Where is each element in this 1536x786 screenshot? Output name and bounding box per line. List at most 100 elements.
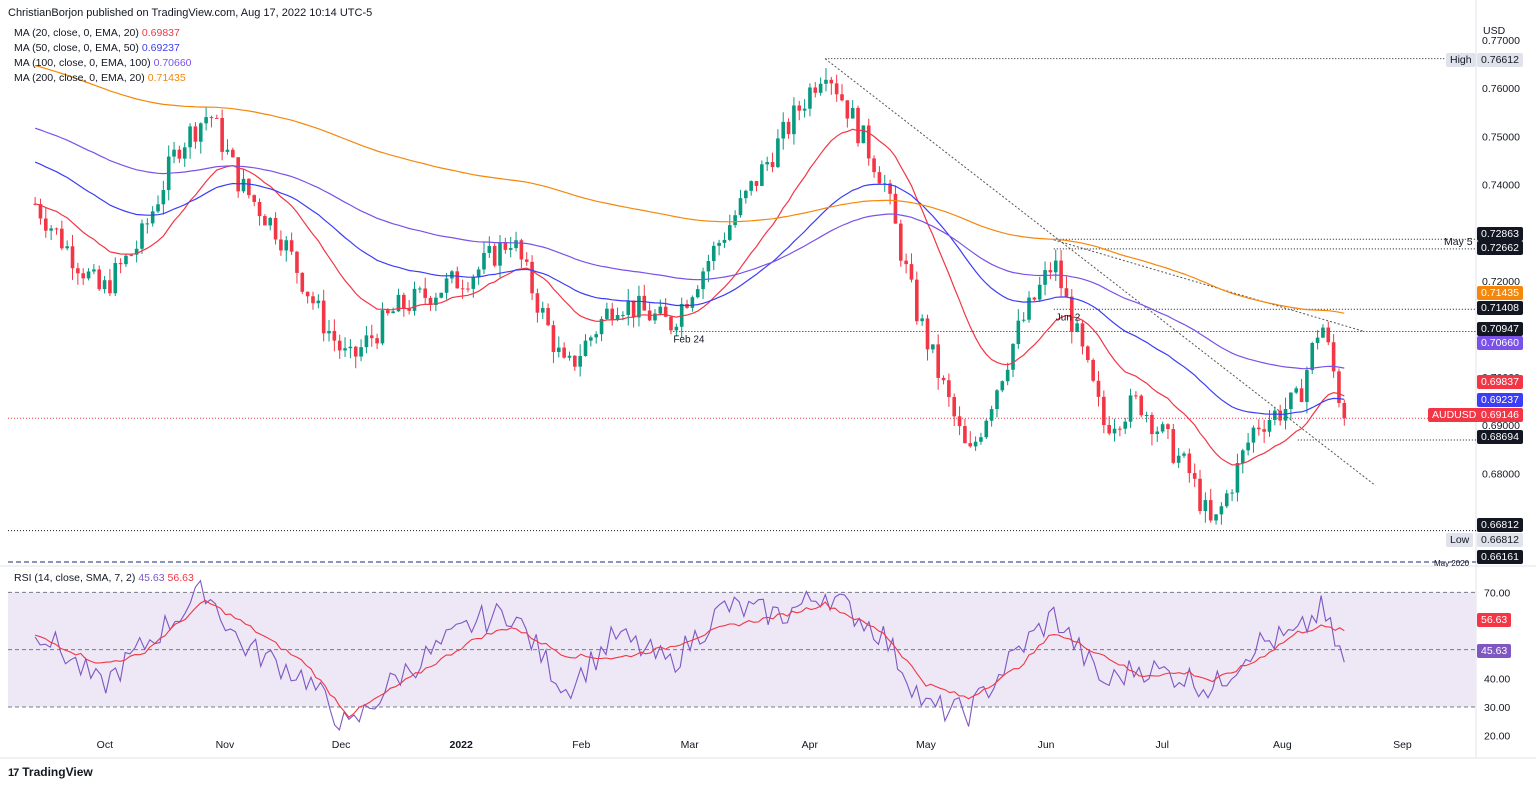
candle-body — [1166, 424, 1170, 430]
candle-body — [332, 330, 337, 341]
candle-body — [1326, 327, 1331, 343]
time-tick-0: Oct — [97, 739, 113, 751]
candle-body — [118, 263, 123, 265]
candle-body — [482, 252, 486, 270]
candle-body — [102, 280, 107, 290]
candle-body — [140, 223, 144, 249]
candle-body — [289, 240, 294, 252]
candle-body — [535, 293, 540, 313]
candle-body — [637, 295, 641, 318]
candle-body — [375, 338, 379, 344]
candle-body — [343, 348, 347, 351]
candle-body — [979, 437, 983, 442]
candle-body — [813, 87, 818, 93]
candle-body — [1160, 424, 1165, 432]
candle-body — [134, 248, 139, 255]
candle-body — [824, 79, 828, 84]
candle-body — [760, 164, 764, 186]
candle-body — [444, 278, 449, 293]
time-tick-8: Jun — [1038, 739, 1055, 751]
time-tick-4: Feb — [572, 739, 590, 751]
time-tick-5: Mar — [681, 739, 700, 751]
candle-body — [701, 271, 705, 290]
candle-body — [327, 330, 331, 334]
candle-body — [1075, 323, 1079, 332]
candle-body — [439, 292, 444, 298]
candle-body — [872, 158, 876, 173]
candle-body — [578, 356, 582, 367]
time-tick-11: Sep — [1393, 739, 1412, 751]
price-tick-10: 0.77000 — [1482, 35, 1520, 47]
candle-body — [877, 172, 882, 184]
candle-body — [915, 279, 919, 322]
candle-body — [1069, 296, 1074, 332]
candle-body — [1224, 493, 1229, 507]
candle-body — [840, 94, 844, 101]
candle-body — [947, 380, 951, 398]
candle-body — [898, 223, 903, 261]
candle-body — [391, 311, 395, 314]
candle-body — [1208, 500, 1213, 521]
candle-body — [776, 138, 780, 168]
candle-body — [920, 318, 924, 322]
candle-body — [385, 310, 390, 314]
level-tag-2: 0.70947 — [1477, 322, 1523, 336]
tradingview-logo[interactable]: 17 TradingView — [8, 765, 93, 779]
level-tag-3: 0.68694 — [1477, 430, 1523, 444]
candle-body — [829, 79, 834, 84]
candle-body — [765, 162, 769, 165]
rsi-sma-tag: 56.63 — [1477, 613, 1512, 627]
candle-body — [434, 297, 438, 305]
candle-body — [1027, 297, 1031, 320]
candle-body — [845, 100, 850, 119]
candle-body — [727, 225, 732, 240]
candle-body — [214, 117, 219, 119]
candle-body — [1144, 414, 1149, 416]
time-tick-7: May — [916, 739, 937, 751]
rsi-tick-1: 30.00 — [1484, 702, 1510, 714]
candle-body — [1134, 395, 1138, 397]
rsi-legend-sma: 56.63 — [167, 572, 194, 584]
candle-body — [76, 268, 80, 274]
candle-body — [893, 193, 898, 224]
candle-body — [1203, 500, 1208, 512]
low-value: 0.66812 — [1477, 533, 1523, 547]
candle-body — [744, 190, 748, 199]
candle-body — [97, 269, 102, 290]
candle-body — [1171, 429, 1176, 463]
candle-body — [70, 246, 75, 269]
candle-body — [1278, 410, 1282, 421]
candle-body — [931, 344, 935, 350]
candle-body — [1123, 421, 1128, 429]
candle-body — [1150, 414, 1154, 435]
candle-body — [1064, 288, 1069, 297]
candle-body — [690, 297, 695, 308]
candle-body — [904, 260, 908, 265]
candle-body — [300, 272, 305, 292]
candle-body — [1257, 427, 1261, 430]
candle-body — [407, 308, 411, 311]
candle-body — [674, 326, 679, 331]
candle-body — [663, 306, 668, 317]
price-tick-1: 0.68000 — [1482, 468, 1520, 480]
candle-body — [353, 346, 358, 357]
legend-ma100: MA (100, close, 0, EMA, 100) 0.70660 — [14, 57, 192, 69]
candle-body — [695, 289, 700, 298]
candle-body — [1091, 359, 1095, 381]
feb24-annotation: Feb 24 — [673, 334, 705, 345]
candle-body — [129, 254, 134, 256]
may5-value-1: 0.72863 — [1477, 227, 1523, 241]
candle-body — [1267, 419, 1272, 432]
candle-body — [722, 239, 727, 243]
candle-body — [161, 190, 166, 205]
candle-body — [508, 248, 513, 250]
price-tick-2: 0.69000 — [1482, 420, 1520, 432]
price-symbol-tag: AUDUSD — [1428, 408, 1481, 422]
candle-body — [364, 335, 369, 348]
rsi-tick-5: 70.00 — [1484, 587, 1510, 599]
candle-body — [567, 355, 572, 358]
candle-body — [1342, 402, 1347, 419]
candle-body — [1192, 473, 1197, 479]
candle-body — [231, 149, 235, 158]
